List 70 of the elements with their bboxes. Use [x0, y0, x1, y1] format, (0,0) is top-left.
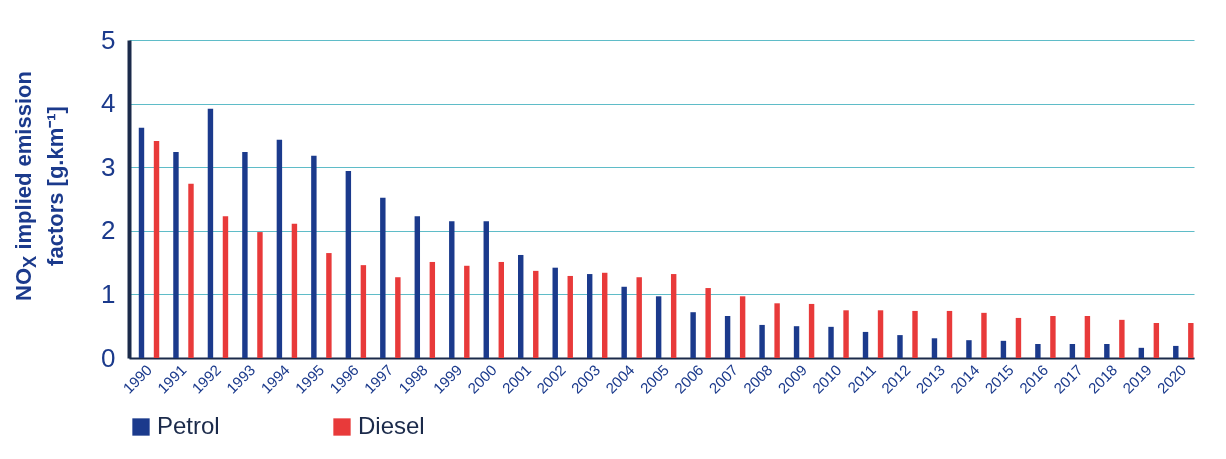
- bar: [724, 316, 731, 358]
- bar: [1153, 323, 1160, 358]
- bar: [326, 253, 332, 358]
- bar: [1000, 340, 1007, 358]
- bar: [449, 221, 455, 358]
- bar: [311, 155, 317, 358]
- bar: [897, 335, 903, 358]
- bar: [1069, 344, 1076, 358]
- bar: [291, 223, 298, 358]
- bar: [173, 151, 179, 358]
- bar: [759, 324, 765, 358]
- bar: [360, 265, 367, 358]
- legend-label: Petrol: [157, 412, 220, 439]
- bar: [429, 261, 436, 358]
- bar: [276, 139, 283, 358]
- bar: [207, 108, 214, 358]
- bar: [828, 326, 834, 358]
- bar: [518, 254, 524, 358]
- bar: [567, 275, 573, 358]
- bar: [552, 267, 558, 358]
- bar: [498, 261, 504, 358]
- bar: [222, 216, 229, 358]
- bar: [257, 232, 263, 358]
- bar: [1119, 319, 1125, 358]
- bar: [862, 331, 869, 358]
- bar: [188, 183, 194, 358]
- bar: [739, 296, 746, 358]
- bar: [966, 340, 972, 358]
- bar: [793, 326, 800, 358]
- bar: [586, 274, 593, 358]
- bar: [138, 127, 145, 358]
- y-tick-label: 0: [101, 342, 116, 373]
- bar: [242, 151, 248, 358]
- bar: [636, 277, 642, 358]
- bar: [602, 272, 608, 358]
- bar: [153, 141, 160, 358]
- bar: [690, 312, 696, 358]
- y-tick-label: 2: [101, 215, 116, 246]
- bar: [931, 338, 938, 358]
- bar: [1188, 323, 1194, 358]
- bar: [395, 277, 401, 358]
- bar: [843, 310, 849, 358]
- bar: [621, 286, 627, 358]
- bar: [1138, 347, 1145, 358]
- bar: [414, 216, 421, 358]
- bar: [808, 303, 815, 358]
- bar: [345, 171, 352, 358]
- bar: [1015, 317, 1022, 358]
- bar: [1035, 344, 1041, 358]
- bar: [380, 197, 386, 358]
- bar: [912, 310, 918, 358]
- bar: [1104, 344, 1110, 358]
- bar: [946, 310, 953, 358]
- bar: [533, 270, 539, 358]
- bar: [1173, 345, 1179, 358]
- bar: [774, 303, 780, 358]
- bar: [655, 296, 662, 358]
- bar: [464, 265, 470, 358]
- bar: [705, 288, 711, 358]
- bar: [483, 221, 489, 358]
- bar: [1084, 316, 1091, 358]
- bar: [877, 310, 884, 358]
- y-tick-label: 4: [101, 88, 116, 119]
- y-tick-label: 1: [101, 278, 116, 309]
- legend-label: Diesel: [358, 412, 425, 439]
- bar: [981, 312, 987, 358]
- y-tick-label: 3: [101, 151, 116, 182]
- bar: [670, 274, 677, 358]
- bar: [1050, 316, 1056, 358]
- y-tick-label: 5: [101, 24, 116, 55]
